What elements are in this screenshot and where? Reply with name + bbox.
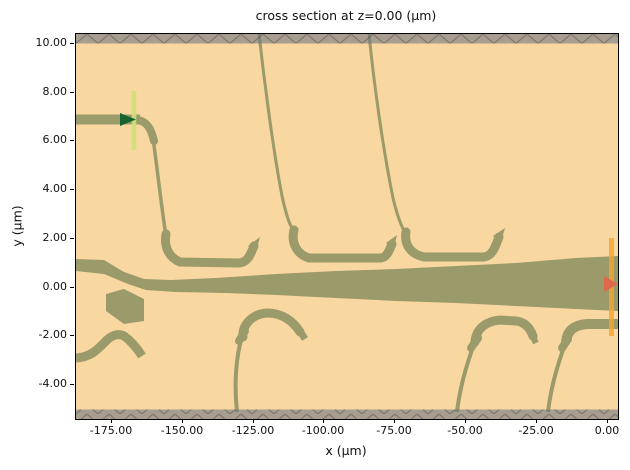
plot-area bbox=[75, 33, 619, 420]
coupler2-flare bbox=[386, 235, 397, 248]
coupler5-arm bbox=[470, 315, 538, 347]
pml-top-band-hatch bbox=[76, 34, 618, 44]
x-tick-label: -25.00 bbox=[518, 424, 554, 437]
x-tick-mark bbox=[182, 419, 183, 423]
x-tick-label: -175.00 bbox=[89, 424, 133, 437]
y-tick-mark bbox=[70, 189, 74, 190]
x-tick-mark bbox=[607, 419, 608, 423]
x-axis-label: x (μm) bbox=[325, 443, 367, 458]
y-tick-label: 10.00 bbox=[35, 36, 68, 49]
input-bend bbox=[151, 136, 168, 238]
y-tick-mark bbox=[70, 238, 74, 239]
x-tick-mark bbox=[323, 419, 324, 423]
coupler2-arm bbox=[288, 225, 397, 263]
y-tick-label: -2.00 bbox=[38, 328, 67, 341]
y-tick-label: 0.00 bbox=[42, 280, 68, 293]
y-tick-label: 2.00 bbox=[42, 231, 68, 244]
cross-section-canvas bbox=[76, 34, 618, 419]
y-tick-mark bbox=[70, 335, 74, 336]
monitor-arrow-icon bbox=[604, 276, 618, 292]
coupler2-riser bbox=[257, 34, 296, 232]
x-tick-label: -150.00 bbox=[160, 424, 204, 437]
y-tick-mark bbox=[70, 384, 74, 385]
x-tick-label: -50.00 bbox=[447, 424, 483, 437]
y-tick-mark bbox=[70, 43, 74, 44]
x-tick-label: -100.00 bbox=[301, 424, 345, 437]
coupler4-arm bbox=[238, 308, 305, 342]
source-arrow-icon bbox=[120, 113, 136, 126]
x-tick-mark bbox=[465, 419, 466, 423]
x-tick-label: -125.00 bbox=[231, 424, 275, 437]
cladding-background bbox=[76, 34, 618, 419]
y-tick-mark bbox=[70, 92, 74, 93]
left-slab bbox=[106, 289, 144, 324]
bus-waveguide bbox=[76, 256, 618, 311]
y-tick-label: 4.00 bbox=[42, 182, 68, 195]
coupler4-tip bbox=[297, 329, 308, 341]
y-tick-label: -4.00 bbox=[38, 377, 67, 390]
y-tick-label: 6.00 bbox=[42, 133, 68, 146]
output-lower-waveguide bbox=[561, 319, 618, 343]
plot-title: cross section at z=0.00 (μm) bbox=[255, 8, 437, 23]
coupler5-tip bbox=[529, 333, 539, 345]
y-tick-label: 8.00 bbox=[42, 85, 68, 98]
x-tick-mark bbox=[111, 419, 112, 423]
x-tick-label: -75.00 bbox=[376, 424, 412, 437]
x-tick-mark bbox=[536, 419, 537, 423]
coupler3-flare bbox=[493, 228, 505, 242]
x-tick-label: 0.00 bbox=[594, 424, 620, 437]
coupler1-flare bbox=[248, 237, 260, 251]
x-tick-mark bbox=[253, 419, 254, 423]
y-tick-mark bbox=[70, 140, 74, 141]
y-tick-mark bbox=[70, 287, 74, 288]
lower-left-waveguide bbox=[76, 330, 146, 363]
coupler1-arm bbox=[161, 229, 259, 268]
coupler3-riser bbox=[367, 34, 408, 235]
x-tick-mark bbox=[394, 419, 395, 423]
coupler3-arm bbox=[401, 227, 504, 262]
pml-bottom-band-hatch bbox=[76, 409, 618, 419]
